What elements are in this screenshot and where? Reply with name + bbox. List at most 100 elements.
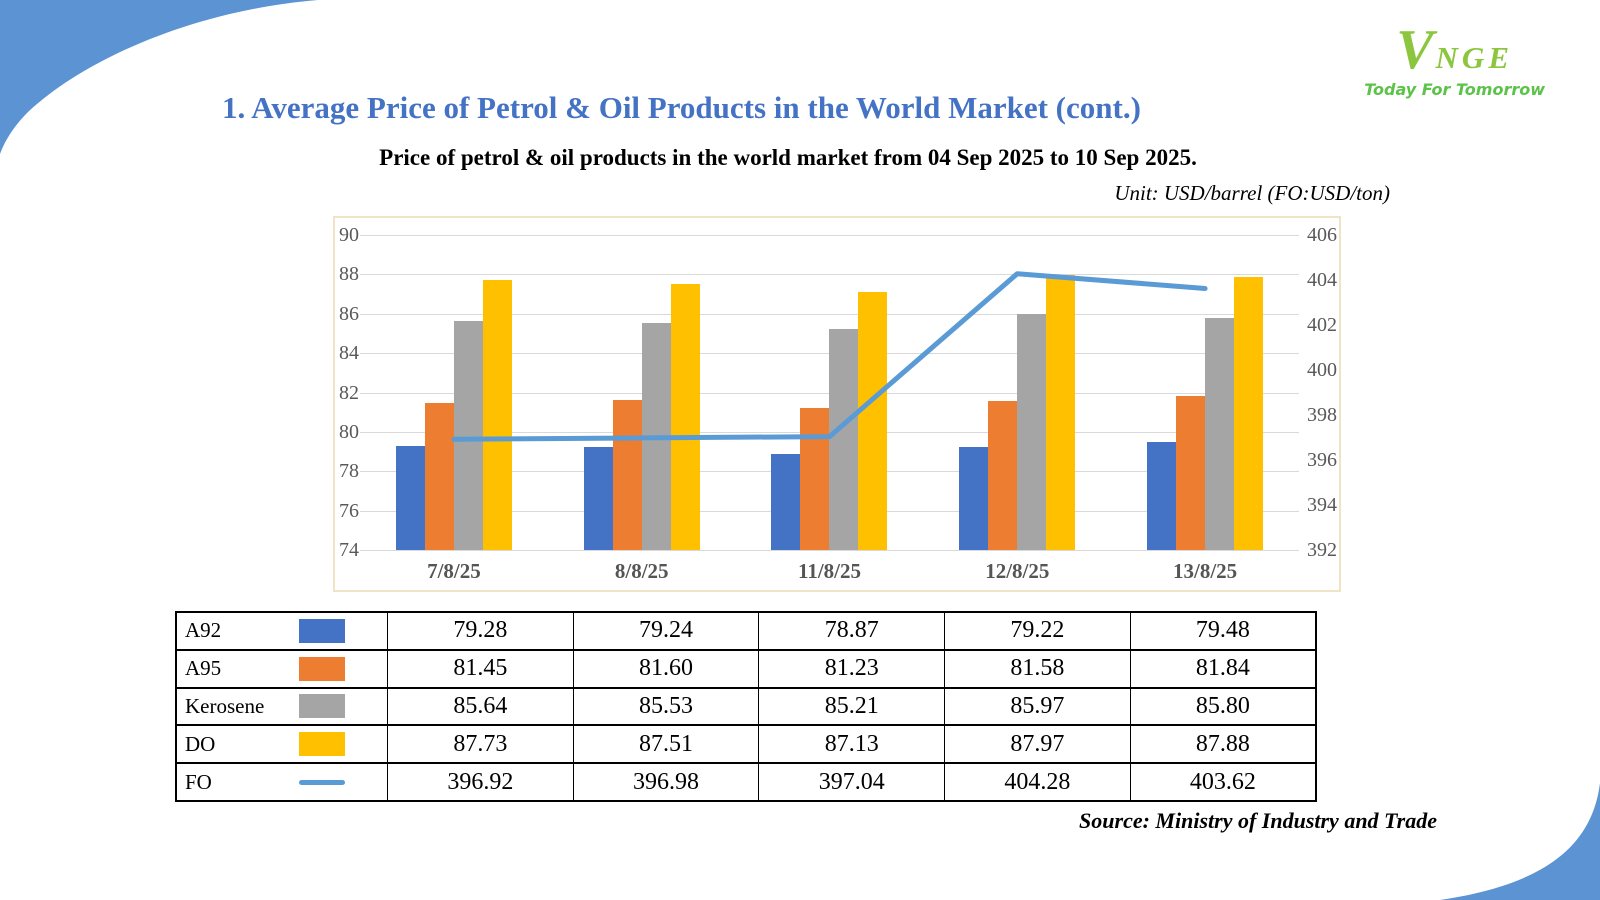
cell-value: 79.48 bbox=[1129, 611, 1317, 651]
unit-label: Unit: USD/barrel (FO:USD/ton) bbox=[1114, 181, 1390, 205]
chart-plot bbox=[360, 235, 1299, 551]
bar-do bbox=[1046, 275, 1076, 550]
y-axis-right-tick-label: 392 bbox=[1307, 539, 1337, 561]
cell-value: 87.51 bbox=[572, 724, 760, 765]
legend-cell: A92 bbox=[175, 611, 388, 651]
cell-value: 81.84 bbox=[1129, 648, 1317, 689]
row-label: Kerosene bbox=[185, 693, 265, 718]
legend-inner: DO bbox=[177, 732, 387, 757]
cell-value: 81.45 bbox=[387, 648, 574, 689]
wave-shape bbox=[1440, 783, 1600, 900]
bar-a92 bbox=[1147, 442, 1177, 550]
table-row-fo: FO 396.92 396.98 397.04 404.28 403.62 bbox=[175, 762, 1317, 802]
bar-a92 bbox=[771, 454, 801, 550]
gridline bbox=[360, 235, 1299, 236]
bar-kerosene bbox=[1205, 317, 1235, 550]
y-axis-right-tick-label: 404 bbox=[1307, 269, 1337, 291]
company-logo: VNGE Today For Tomorrow bbox=[1364, 22, 1545, 98]
legend-swatch-fo bbox=[299, 779, 345, 785]
bar-group-7/8/25 bbox=[360, 235, 548, 550]
legend-inner: FO bbox=[177, 770, 387, 795]
bar-group-11/8/25 bbox=[736, 235, 924, 550]
legend-cell: DO bbox=[175, 724, 388, 765]
bar-kerosene bbox=[1017, 314, 1047, 550]
y-axis-right-tick-label: 406 bbox=[1307, 224, 1337, 246]
cell-value: 85.64 bbox=[387, 686, 574, 727]
legend-swatch-kerosene bbox=[299, 694, 345, 719]
legend-swatch-a95 bbox=[299, 656, 345, 681]
x-axis-category-label: 13/8/25 bbox=[1173, 559, 1238, 583]
row-label: FO bbox=[185, 769, 212, 794]
legend-inner: A95 bbox=[177, 656, 387, 681]
bar-do bbox=[858, 291, 888, 550]
cell-value: 87.73 bbox=[387, 724, 574, 765]
page-title: 1. Average Price of Petrol & Oil Product… bbox=[222, 90, 1141, 125]
legend-cell: FO bbox=[175, 762, 388, 802]
y-axis-left-tick-label: 74 bbox=[339, 539, 359, 561]
y-axis-left-tick-label: 84 bbox=[339, 342, 359, 365]
table-row-kerosene: Kerosene 85.64 85.53 85.21 85.97 85.80 bbox=[175, 686, 1317, 727]
table-row-a95: A95 81.45 81.60 81.23 81.58 81.84 bbox=[175, 648, 1317, 689]
chart-subtitle: Price of petrol & oil products in the wo… bbox=[379, 145, 1197, 170]
bar-a92 bbox=[395, 446, 425, 550]
cell-value: 85.97 bbox=[944, 686, 1131, 727]
x-axis: 7/8/25 8/8/25 11/8/25 12/8/25 13/8/25 bbox=[360, 559, 1299, 584]
legend-inner: A92 bbox=[177, 618, 387, 643]
bar-kerosene bbox=[453, 320, 483, 550]
bar-do bbox=[1234, 276, 1264, 550]
y-axis-right-tick-label: 396 bbox=[1307, 449, 1337, 471]
cell-value: 396.98 bbox=[572, 762, 760, 802]
bar-a92 bbox=[959, 447, 989, 550]
bar-a92 bbox=[583, 446, 613, 550]
combo-chart: 90 88 86 84 82 80 78 76 74 406 404 402 400 398 396 394… bbox=[333, 216, 1341, 592]
bar-kerosene bbox=[829, 329, 859, 550]
logo-v-icon: V bbox=[1396, 19, 1436, 81]
cell-value: 396.92 bbox=[387, 762, 574, 802]
logo-text: NGE bbox=[1435, 40, 1513, 75]
y-axis-left-tick-label: 80 bbox=[339, 420, 359, 443]
cell-value: 87.97 bbox=[944, 724, 1131, 765]
y-axis-left-tick-label: 86 bbox=[339, 302, 359, 325]
cell-value: 85.80 bbox=[1129, 686, 1317, 727]
x-axis-category-label: 7/8/25 bbox=[427, 559, 481, 583]
gridline bbox=[360, 274, 1299, 276]
legend-swatch-a92 bbox=[299, 618, 345, 643]
bar-do bbox=[670, 284, 700, 550]
gridline bbox=[360, 313, 1299, 315]
cell-value: 87.88 bbox=[1129, 724, 1317, 765]
y-axis-right-tick-label: 402 bbox=[1307, 314, 1337, 336]
cell-value: 81.60 bbox=[572, 648, 760, 689]
bar-a95 bbox=[1176, 395, 1206, 550]
cell-value: 79.22 bbox=[944, 611, 1131, 651]
x-axis-category-label: 11/8/25 bbox=[797, 559, 861, 583]
bar-a95 bbox=[800, 407, 830, 550]
row-label: DO bbox=[185, 731, 216, 756]
bar-group-12/8/25 bbox=[923, 235, 1111, 550]
x-axis-category-label: 8/8/25 bbox=[614, 559, 669, 583]
corner-wave-bottom-right-icon bbox=[1440, 783, 1600, 900]
bar-group-13/8/25 bbox=[1111, 235, 1299, 550]
gridline bbox=[360, 550, 1299, 551]
fo-line-chart bbox=[451, 271, 1208, 442]
y-axis-right-tick-label: 394 bbox=[1307, 494, 1337, 516]
bar-a95 bbox=[612, 400, 642, 550]
bar-groups bbox=[360, 235, 1299, 550]
corner-wave-top-left-icon bbox=[0, 0, 318, 154]
y-axis-left-tick-label: 78 bbox=[339, 460, 359, 483]
cell-value: 397.04 bbox=[758, 762, 946, 802]
cell-value: 403.62 bbox=[1129, 762, 1317, 802]
legend-cell: A95 bbox=[175, 648, 388, 689]
bar-do bbox=[482, 279, 512, 550]
y-axis-left-tick-label: 88 bbox=[339, 263, 359, 286]
cell-value: 85.21 bbox=[758, 686, 946, 727]
table-row-a92: A92 79.28 79.24 78.87 79.22 79.48 bbox=[175, 611, 1317, 651]
row-label: A92 bbox=[185, 618, 222, 643]
table-row-do: DO 87.73 87.51 87.13 87.97 87.88 bbox=[175, 724, 1317, 765]
cell-value: 81.23 bbox=[758, 648, 946, 689]
y-axis-right-tick-label: 400 bbox=[1307, 359, 1337, 381]
cell-value: 79.24 bbox=[572, 611, 760, 651]
row-label: A95 bbox=[185, 656, 222, 681]
cell-value: 85.53 bbox=[572, 686, 760, 727]
cell-value: 79.28 bbox=[387, 611, 574, 651]
